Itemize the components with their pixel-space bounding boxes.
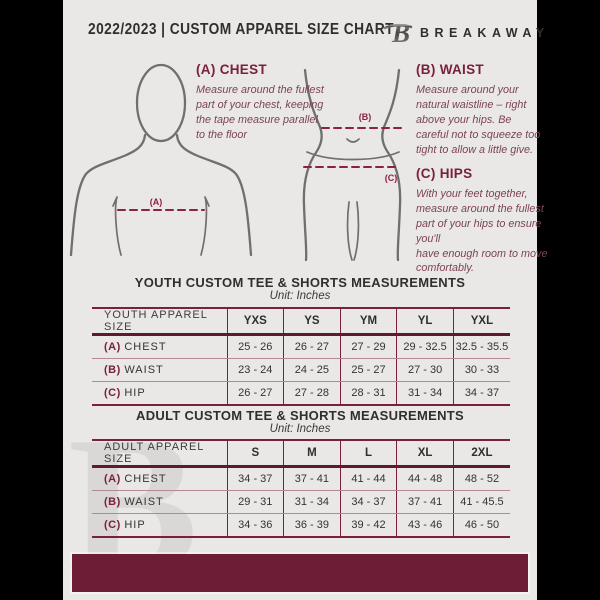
measurement-value: 27 - 30 [396,358,454,382]
torso-right-outline [175,133,253,257]
waistband-curve [306,151,400,161]
page-title: 2022/2023 | CUSTOM APPAREL SIZE CHART [88,21,394,38]
size-row-label-header: ADULT APPAREL SIZE [92,440,227,468]
svg-text:B: B [391,18,410,47]
youth-size-table: YOUTH APPAREL SIZE YXS YS YM YL YXL (A) CHEST… [92,307,510,406]
adult-header-row: ADULT APPAREL SIZE S M L XL 2XL [92,440,510,468]
measurement-value: 34 - 36 [226,513,284,537]
measurement-row-label: (A) CHEST [92,466,227,491]
measurement-value: 41 - 44 [339,466,397,491]
measurement-value: 28 - 31 [339,381,397,405]
size-column-header: YS [283,308,341,336]
measurement-value: 46 - 50 [452,513,510,537]
size-column-header: 2XL [452,440,510,468]
size-row-label-header: YOUTH APPAREL SIZE [92,308,227,336]
left-letterbox [0,0,63,600]
adult-table-unit: Unit: Inches [269,423,331,435]
measurement-diagram: (A) (B) (C) [69,63,406,262]
chest-instructions: Measure around the fullest part of your … [196,84,324,141]
brand-name: BREAKAWAY [420,26,550,40]
waist-instructions: Measure around your natural waistline – … [416,84,541,156]
measurement-row: (A) CHEST 25 - 26 26 - 27 27 - 29 29 - 32.5 3… [92,334,510,359]
youth-table-title: YOUTH CUSTOM TEE & SHORTS MEASUREMENTS [134,275,466,290]
inner-leg-right [353,201,360,261]
adult-table-title: ADULT CUSTOM TEE & SHORTS MEASUREMENTS [136,408,464,423]
measurement-row-label: (C) HIP [104,387,146,399]
hips-instructions: With your feet together, measure around … [416,188,548,275]
measurement-value: 43 - 46 [396,513,454,537]
hips-marker-label: (C) [385,173,398,183]
youth-table-unit: Unit: Inches [269,290,331,302]
navel-mark [346,138,360,143]
measurement-value: 34 - 37 [452,381,510,405]
measurement-value: 27 - 29 [339,334,397,359]
measurement-value: 31 - 34 [283,490,341,514]
size-column-header: YL [396,308,454,336]
inner-leg-left [346,201,353,261]
measurement-value: 25 - 26 [226,334,284,359]
measurement-value: 23 - 24 [226,358,284,382]
measurement-value: 26 - 27 [226,381,284,405]
measurement-value: 37 - 41 [283,466,341,491]
measurement-row: (C) HIP 34 - 36 36 - 39 39 - 42 43 - 46 46 - … [92,513,510,537]
waist-heading: (B) WAIST [416,62,484,77]
measurement-value: 36 - 39 [283,513,341,537]
measurement-row-label: (B) WAIST [92,358,227,382]
measurement-value: 41 - 45.5 [452,490,510,514]
size-column-header: YXL [452,308,510,336]
measurement-row: (C) HIP 26 - 27 27 - 28 28 - 31 31 - 34 34 - … [92,381,510,405]
size-column-header: M [283,440,341,468]
youth-header-row: YOUTH APPAREL SIZE YXS YS YM YL YXL [92,308,510,336]
measurement-value: 31 - 34 [396,381,454,405]
measurement-value: 29 - 32.5 [396,334,454,359]
chest-heading: (A) CHEST [196,62,267,77]
measurement-value: 24 - 25 [283,358,341,382]
measurement-value: 29 - 31 [226,490,284,514]
size-column-header: L [339,440,397,468]
measurement-row-label: (C) HIP [104,519,146,531]
chest-marker-label: (A) [150,197,163,207]
torso-head [135,63,187,143]
measurement-value: 37 - 41 [396,490,454,514]
size-column-header: YM [339,308,397,336]
size-column-header: XL [396,440,454,468]
size-column-header: S [226,440,284,468]
size-column-header: YXS [226,308,284,336]
right-letterbox [537,0,600,600]
measurement-value: 48 - 52 [452,466,510,491]
measurement-row: (B) WAIST 23 - 24 24 - 25 25 - 27 27 - 30 30 … [92,358,510,382]
measurement-row-label: (B) WAIST [92,490,227,514]
size-chart-document: 2022/2023 | CUSTOM APPAREL SIZE CHART B … [63,0,547,600]
measurement-value: 27 - 28 [283,381,341,405]
measurement-value: 39 - 42 [339,513,397,537]
measurement-value: 34 - 37 [339,490,397,514]
measurement-value: 44 - 48 [396,466,454,491]
breakaway-b-logo-icon: B [383,17,415,48]
measurement-value: 34 - 37 [226,466,284,491]
measurement-row: (B) WAIST 29 - 31 31 - 34 34 - 37 37 - 41 41 … [92,490,510,514]
torso-left-inner-arm [112,196,122,256]
hips-left-outline [302,68,323,262]
adult-size-table: ADULT APPAREL SIZE S M L XL 2XL (A) CHEST 34 -… [92,439,510,538]
measurement-value: 32.5 - 35.5 [452,334,510,359]
hips-right-outline [381,68,402,262]
hips-heading: (C) HIPS [416,166,473,181]
measurement-value: 26 - 27 [283,334,341,359]
measurement-value: 30 - 33 [452,358,510,382]
footer-bar [72,554,528,592]
waist-marker-label: (B) [359,112,372,122]
torso-right-inner-arm [200,196,210,256]
measurement-row: (A) CHEST 34 - 37 37 - 41 41 - 44 44 - 48 48 … [92,466,510,491]
measurement-row-label: (A) CHEST [92,334,227,359]
measurement-value: 25 - 27 [339,358,397,382]
torso-left-outline [69,133,147,257]
